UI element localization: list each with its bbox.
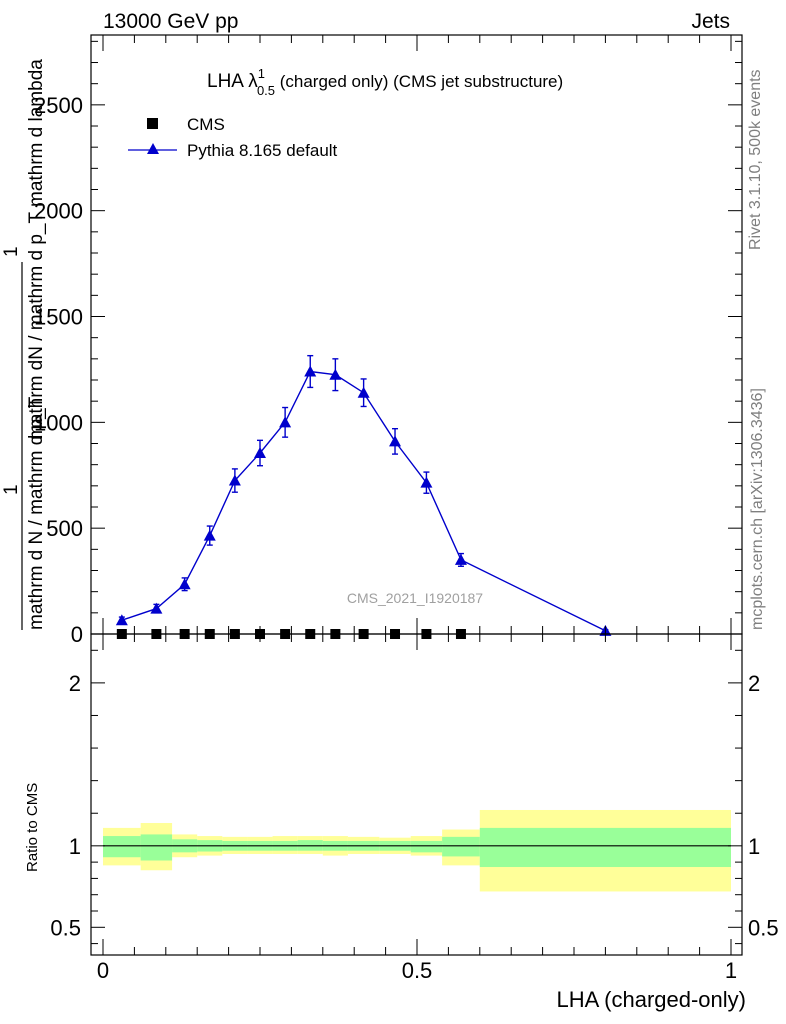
- y-tick-label-ratio: 0.5: [50, 915, 81, 940]
- y-axis-label-main: 1 mathrm d N / mathrm d p_T 1 mathrm dN …: [1, 59, 47, 630]
- chart-title: LHA λ1 0.5 (charged only) (CMS jet substr…: [207, 66, 563, 98]
- x-tick-label: 1: [725, 958, 737, 983]
- legend-marker-pythia: [147, 143, 159, 154]
- point-pythia: [454, 553, 467, 565]
- y-tick-label-ratio: 2: [69, 671, 81, 696]
- point-pythia: [203, 529, 216, 541]
- y-label-frac-top: 1: [1, 246, 22, 257]
- legend-label-cms: CMS: [187, 115, 225, 134]
- point-pythia: [150, 602, 163, 614]
- point-pythia: [357, 386, 370, 398]
- y-tick-label-main: 500: [46, 516, 83, 541]
- x-axis-label: LHA (charged-only): [556, 987, 746, 1012]
- point-pythia: [420, 476, 433, 488]
- header-left: 13000 GeV pp: [103, 10, 238, 33]
- chart-title-rest: (charged only) (CMS jet substructure): [275, 72, 563, 91]
- y-tick-label-main: 2000: [34, 199, 83, 224]
- y-tick-label-ratio-right: 2: [748, 671, 760, 696]
- legend-label-pythia: Pythia 8.165 default: [187, 141, 338, 160]
- point-pythia: [389, 435, 402, 447]
- y-tick-label-main: 0: [71, 622, 83, 647]
- point-pythia: [228, 474, 241, 486]
- legend: CMS Pythia 8.165 default: [128, 115, 338, 160]
- y-tick-label-ratio: 1: [69, 834, 81, 859]
- y-tick-label-main: 1000: [34, 410, 83, 435]
- point-pythia: [115, 614, 128, 626]
- point-pythia: [304, 365, 317, 377]
- watermark: CMS_2021_I1920187: [347, 590, 483, 606]
- chart-title-sup: 1: [258, 66, 265, 81]
- ratio-band-inner: [140, 834, 173, 861]
- point-pythia: [329, 368, 342, 380]
- ratio-plot-area: [103, 809, 731, 892]
- mcplots-label: mcplots.cern.ch [arXiv:1306.3436]: [749, 388, 766, 630]
- ratio-band-inner: [103, 836, 141, 858]
- legend-marker-cms: [147, 118, 158, 129]
- y-tick-label-ratio-right: 0.5: [748, 915, 779, 940]
- point-pythia: [178, 578, 191, 590]
- ratio-band-inner: [479, 827, 731, 868]
- y-label-frac-bottom: mathrm d N / mathrm d p_T: [26, 396, 47, 630]
- y-tick-label-main: 1500: [34, 305, 83, 330]
- x-tick-label: 0.5: [402, 958, 433, 983]
- ratio-band-inner: [442, 836, 480, 857]
- x-tick-label: 0: [97, 958, 109, 983]
- ratio-frame: [90, 633, 743, 956]
- y-tick-label-main: 2500: [34, 93, 83, 118]
- point-pythia: [254, 447, 266, 459]
- rivet-label: Rivet 3.1.10, 500k events: [747, 69, 764, 250]
- point-pythia: [279, 416, 292, 428]
- chart-title-sub: 0.5: [257, 83, 275, 98]
- y-label-main: mathrm dN / mathrm d p_T mathrm d lambda: [26, 59, 47, 440]
- ratio-y-label: Ratio to CMS: [24, 783, 41, 872]
- ratio-band-inner: [410, 840, 443, 853]
- y-tick-label-ratio-right: 1: [748, 834, 760, 859]
- series-line-pythia: [121, 370, 606, 632]
- chart-title-main: LHA λ: [207, 71, 258, 92]
- axes-layer: 0 500 1000 1500 2000 2500 0 0.5 1 0.5 0.5 1 1 2 2: [34, 34, 779, 983]
- header-right: Jets: [691, 10, 730, 33]
- y-label-prefix: 1: [1, 484, 22, 495]
